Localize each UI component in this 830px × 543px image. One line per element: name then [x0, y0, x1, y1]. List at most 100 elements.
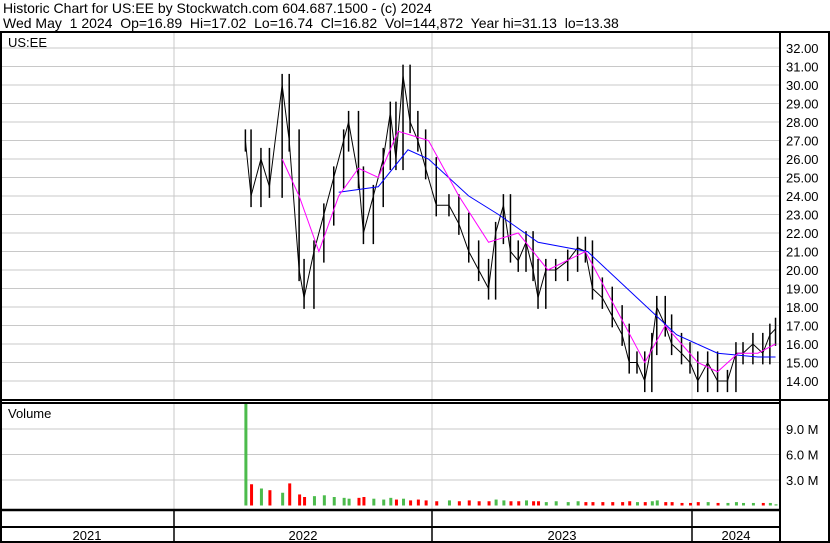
volume-bar: [332, 497, 336, 506]
volume-bar: [259, 488, 263, 506]
volume-bar: [670, 502, 674, 506]
price-tick-label: 26.00: [786, 152, 819, 167]
price-tick-label: 30.00: [786, 78, 819, 93]
volume-bar: [664, 502, 668, 506]
frame: [0, 31, 830, 543]
volume-bar: [591, 502, 595, 506]
volume-bar: [621, 502, 625, 506]
year-label: 2024: [722, 528, 751, 543]
volume-tick-label: 9.0 M: [786, 422, 819, 437]
volume-bar: [409, 500, 413, 506]
volume-bar: [716, 502, 720, 506]
volume-bar: [576, 501, 580, 506]
price-tick-label: 21.00: [786, 245, 819, 260]
marks: [244, 64, 778, 506]
volume-bar: [457, 501, 461, 506]
volume-bar: [689, 502, 692, 506]
volume-bar: [734, 502, 738, 506]
volume-bar: [424, 500, 428, 506]
price-tick-label: 28.00: [786, 115, 819, 130]
volume-bar: [761, 502, 765, 506]
price-tick-label: 20.00: [786, 263, 819, 278]
volume-bar: [416, 499, 420, 506]
price-tick-label: 17.00: [786, 319, 819, 334]
price-tick-label: 31.00: [786, 60, 819, 75]
year-label: 2021: [73, 528, 102, 543]
volume-bar: [655, 500, 659, 506]
volume-bar: [362, 497, 366, 506]
volume-bar: [643, 502, 647, 506]
volume-bar: [601, 502, 605, 506]
volume-bar: [467, 500, 471, 506]
volume-bar: [537, 501, 541, 506]
year-label: 2023: [548, 528, 577, 543]
volume-bar: [774, 504, 778, 506]
price-tick-label: 19.00: [786, 282, 819, 297]
volume-bar: [650, 501, 654, 506]
volume-bar: [357, 497, 361, 506]
grid: [0, 33, 780, 543]
volume-bar: [372, 498, 376, 506]
volume-bar: [250, 484, 254, 506]
volume-pane-label: Volume: [8, 406, 51, 421]
price-tick-label: 29.00: [786, 97, 819, 112]
quote-summary: Wed May 1 2024 Op=16.89 Hi=17.02 Lo=16.7…: [3, 15, 619, 31]
volume-bar: [584, 502, 588, 506]
axis-labels: 2021 2022 2023 2024 32.00 31.00 30.00 29.00 28.0…: [73, 41, 819, 543]
volume-bar: [322, 495, 326, 506]
volume-bar: [696, 502, 700, 506]
volume-tick-label: 3.0 M: [786, 473, 819, 488]
price-close-line: [244, 75, 776, 383]
volume-bar: [268, 490, 272, 506]
volume-bar: [494, 499, 498, 506]
volume-bar: [487, 501, 491, 506]
price-tick-label: 25.00: [786, 171, 819, 186]
volume-bar: [447, 500, 451, 506]
price-tick-label: 24.00: [786, 189, 819, 204]
volume-bar: [628, 501, 632, 506]
volume-bar: [525, 500, 529, 506]
volume-bar: [502, 500, 506, 506]
volume-bar: [389, 497, 393, 506]
moving-average-long-line: [338, 149, 776, 358]
volume-bar: [342, 497, 346, 506]
volume-bar: [517, 501, 521, 506]
price-tick-label: 18.00: [786, 300, 819, 315]
volume-bar: [244, 402, 248, 506]
price-tick-label: 16.00: [786, 337, 819, 352]
volume-bar: [303, 497, 307, 506]
price-tick-label: 27.00: [786, 134, 819, 149]
price-tick-label: 32.00: [786, 41, 819, 56]
volume-bar: [768, 502, 772, 506]
volume-bar: [298, 494, 302, 506]
volume-bar: [281, 492, 285, 506]
volume-tick-label: 6.0 M: [786, 448, 819, 463]
price-tick-label: 15.00: [786, 356, 819, 371]
volume-bar: [402, 498, 406, 506]
year-label: 2022: [289, 528, 318, 543]
volume-bar: [751, 502, 755, 506]
volume-bar: [726, 502, 730, 506]
price-pane-label: US:EE: [8, 35, 47, 50]
volume-bar: [706, 502, 710, 506]
volume-bar: [544, 502, 548, 506]
volume-bar: [532, 501, 536, 506]
volume-bar: [382, 499, 386, 506]
volume-bar: [347, 498, 351, 506]
volume-bar: [435, 501, 439, 506]
volume-bar: [288, 483, 292, 506]
moving-average-short-line: [281, 130, 776, 373]
price-tick-label: 14.00: [786, 374, 819, 389]
volume-bar: [611, 502, 615, 506]
volume-bar: [566, 502, 570, 506]
price-tick-label: 23.00: [786, 208, 819, 223]
volume-bar: [680, 502, 684, 506]
volume-bar: [742, 502, 746, 506]
volume-bar: [312, 496, 316, 506]
volume-bar: [554, 501, 558, 506]
price-tick-label: 22.00: [786, 226, 819, 241]
volume-bar: [509, 501, 513, 506]
volume-bar: [635, 502, 639, 506]
